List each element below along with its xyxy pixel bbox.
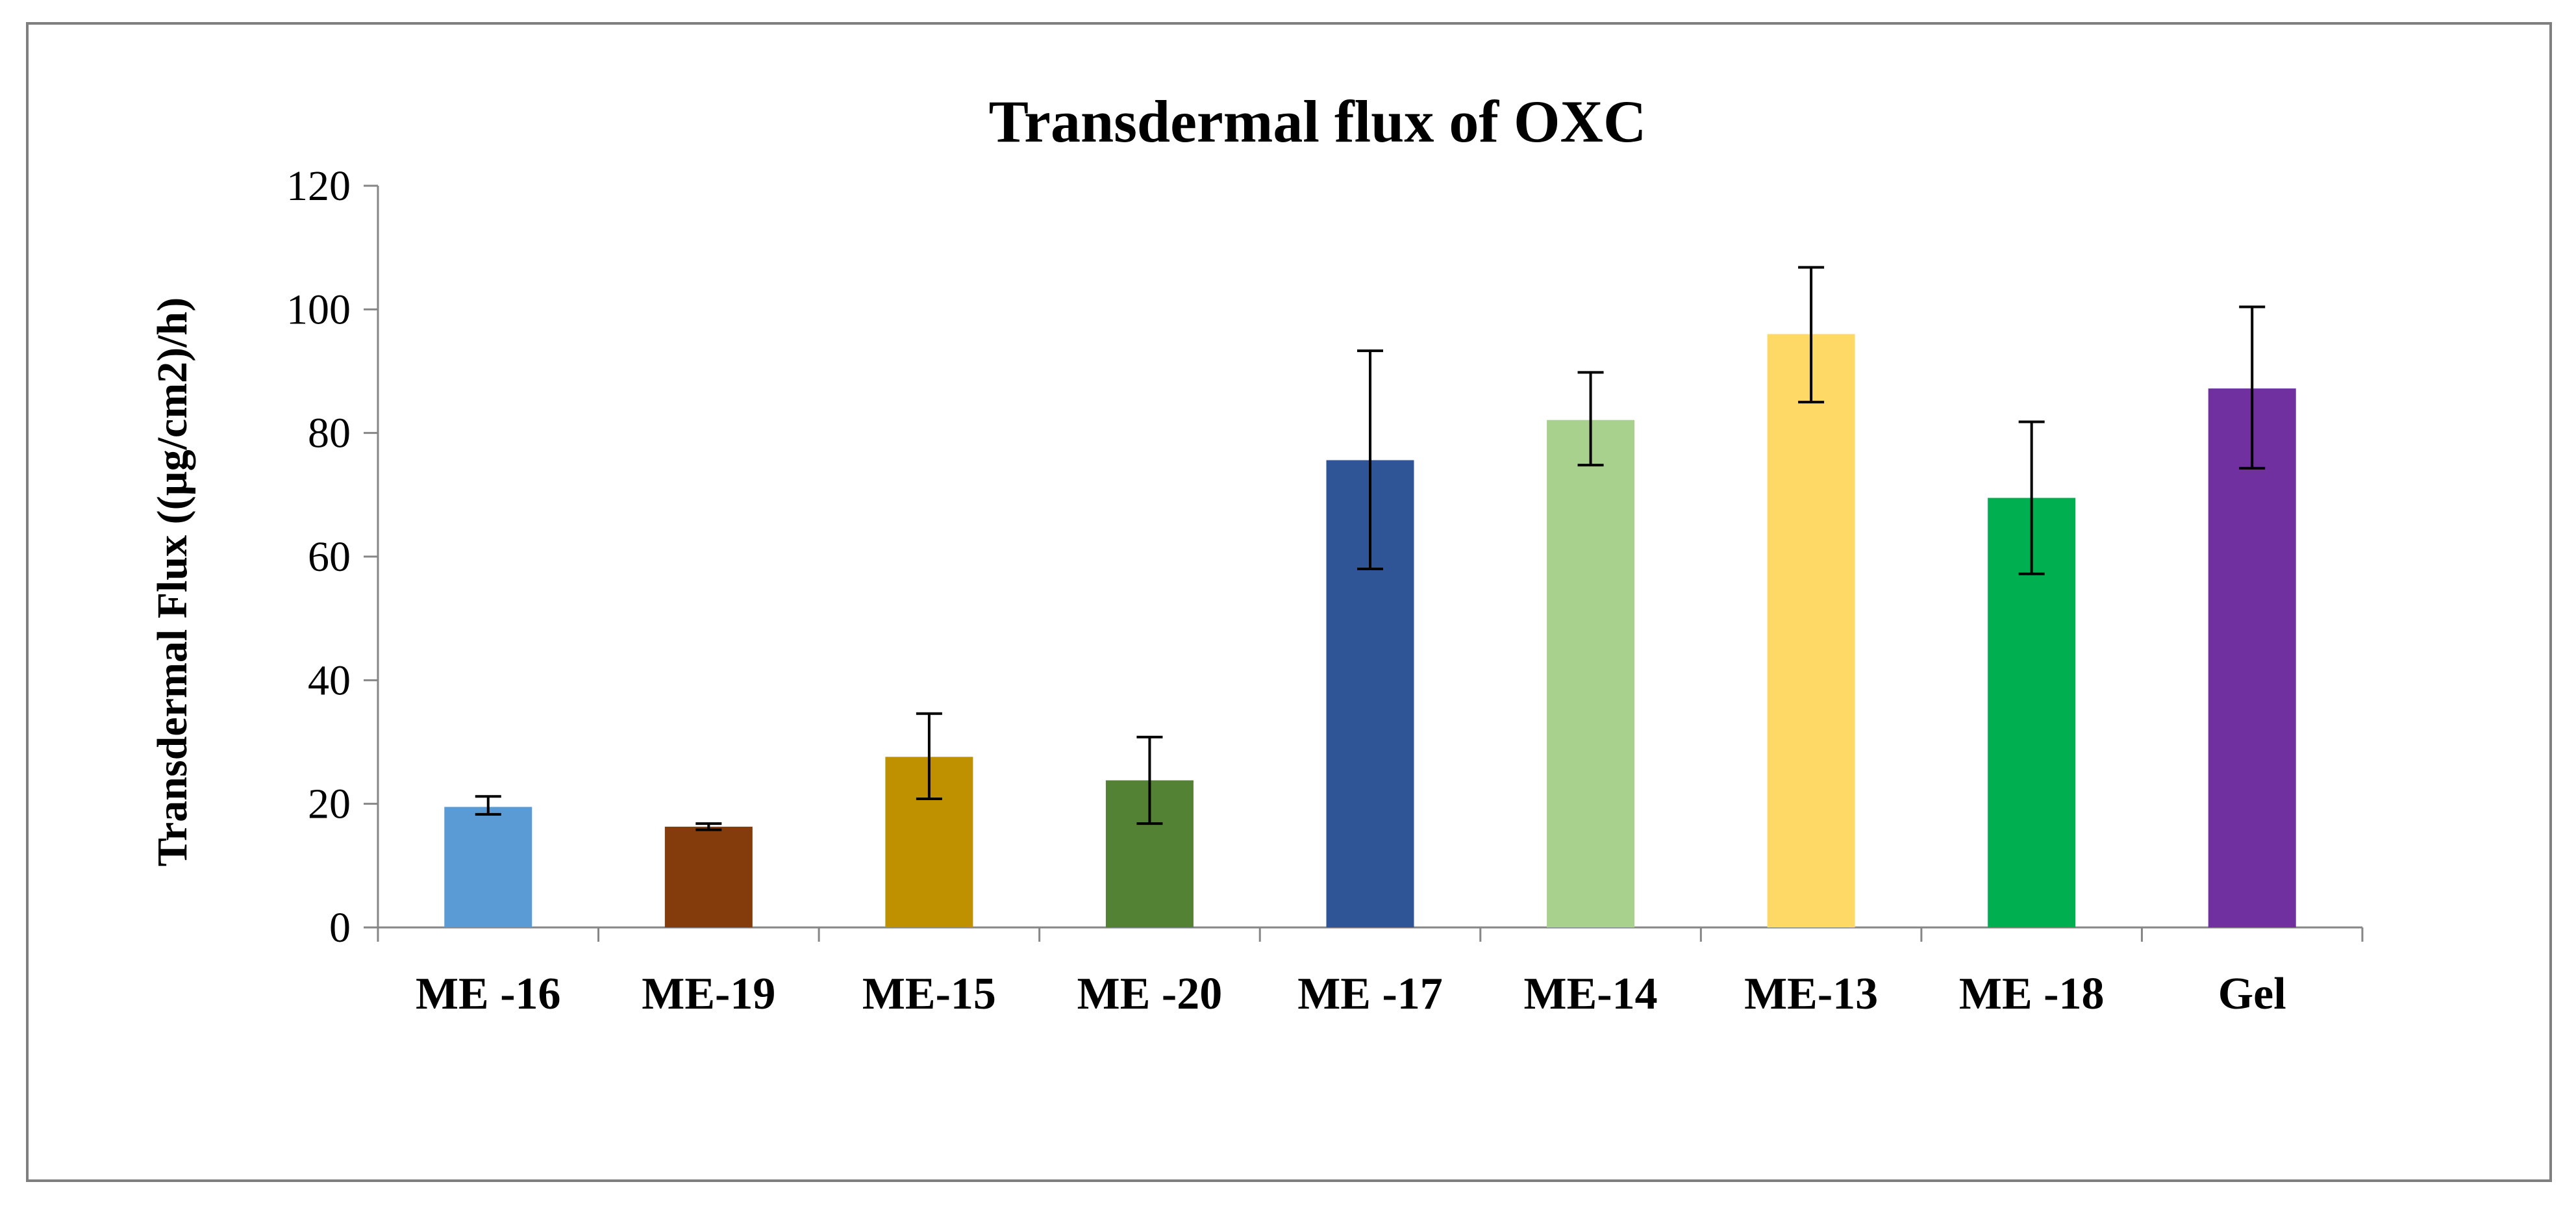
error-bar bbox=[2239, 305, 2266, 470]
x-tick-label: ME-14 bbox=[1524, 969, 1658, 1019]
y-tick-label: 0 bbox=[329, 904, 351, 951]
x-tick-label: Gel bbox=[2218, 969, 2286, 1019]
chart-title: Transdermal flux of OXC bbox=[989, 88, 1647, 155]
chart-frame: Transdermal flux of OXC Transdermal Flux… bbox=[26, 22, 2552, 1182]
y-tick-label: 120 bbox=[286, 162, 351, 210]
y-tick-label: 20 bbox=[308, 781, 351, 828]
bar bbox=[664, 826, 753, 927]
bar-chart: Transdermal flux of OXC Transdermal Flux… bbox=[149, 88, 2364, 1019]
y-tick-label: 60 bbox=[308, 533, 351, 581]
error-bar bbox=[1577, 371, 1604, 467]
bar bbox=[2208, 388, 2296, 927]
y-tick-labels: 0 20 40 60 80 100 120 bbox=[286, 162, 351, 951]
x-tick-label: ME -20 bbox=[1077, 969, 1223, 1019]
x-tick-label: ME -16 bbox=[416, 969, 561, 1019]
x-tick-label: ME-15 bbox=[862, 969, 996, 1019]
error-bar bbox=[1357, 349, 1383, 571]
error-bar bbox=[695, 822, 722, 831]
x-tick-label: ME-19 bbox=[642, 969, 775, 1019]
x-tick-label: ME -17 bbox=[1297, 969, 1443, 1019]
bars bbox=[444, 334, 2296, 927]
bar bbox=[444, 807, 532, 927]
y-axis-label: Transdermal Flux ((µg/cm2)/h) bbox=[149, 297, 196, 866]
error-bar bbox=[2018, 420, 2045, 575]
bar bbox=[1547, 420, 1635, 927]
x-tick-label: ME-13 bbox=[1744, 969, 1878, 1019]
error-bar bbox=[1798, 266, 1825, 404]
y-tick-label: 80 bbox=[308, 410, 351, 457]
error-bar bbox=[475, 795, 501, 816]
error-bar bbox=[916, 712, 942, 801]
x-tick-labels: ME -16 ME-19 ME-15 ME -20 ME -17 ME-14 ME-13 ME… bbox=[416, 969, 2286, 1019]
x-tick-label: ME -18 bbox=[1959, 969, 2105, 1019]
y-tick-label: 40 bbox=[308, 657, 351, 704]
bar bbox=[1767, 334, 1855, 927]
y-tick-label: 100 bbox=[286, 286, 351, 333]
error-bar bbox=[1136, 735, 1163, 825]
error-bars bbox=[475, 266, 2266, 831]
